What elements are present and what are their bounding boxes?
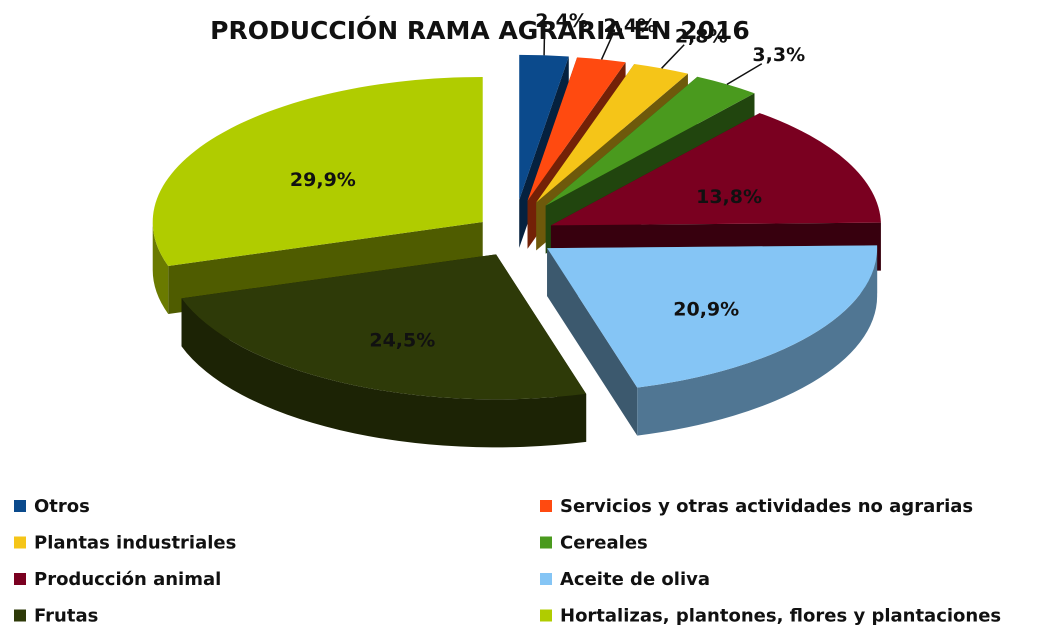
legend-label: Producción animal [34, 569, 221, 590]
legend-swatch [540, 500, 552, 512]
legend-swatch [14, 609, 26, 622]
slice-top [536, 63, 688, 203]
legend-label: Cereales [560, 533, 648, 554]
leader-line [726, 63, 763, 86]
slice-top [181, 254, 587, 400]
pie-slice [181, 254, 587, 448]
legend-swatch [540, 609, 552, 622]
legend-swatch [14, 536, 26, 549]
slice-wall [181, 298, 587, 448]
leader-line [661, 44, 685, 69]
legend-swatch [14, 573, 26, 585]
legend-label: Frutas [34, 606, 98, 626]
legend-swatch [540, 536, 552, 549]
leader-line [600, 33, 614, 60]
slice-top [527, 57, 626, 201]
data-label: 13,8% [696, 186, 762, 208]
legend-label: Hortalizas, plantones, flores y plantaci… [560, 606, 1001, 626]
legend-label: Servicios y otras actividades no agraria… [560, 496, 973, 517]
slice-top [547, 245, 878, 388]
slice-side [547, 248, 638, 436]
legend-swatch [540, 573, 552, 585]
slice-wall [637, 248, 878, 436]
data-label: 2,8% [675, 25, 728, 47]
legend-swatch [14, 500, 26, 512]
data-label: 2,4% [603, 15, 656, 37]
data-label: 24,5% [369, 330, 435, 352]
legend-label: Aceite de oliva [560, 569, 710, 590]
data-label: 2,4% [535, 10, 588, 32]
slice-top [152, 77, 483, 266]
data-label: 29,9% [290, 169, 356, 191]
legend-label: Otros [34, 496, 90, 517]
data-label: 20,9% [673, 298, 739, 320]
chart-title: PRODUCCIÓN RAMA AGRARIA EN 2016 [210, 15, 750, 45]
slice-top [519, 54, 569, 200]
legend-label: Plantas industriales [34, 533, 236, 554]
pie-slice [547, 245, 878, 436]
data-label: 3,3% [752, 44, 805, 66]
slice-top [545, 76, 755, 206]
slice-wall [152, 222, 169, 314]
slice-top [550, 113, 881, 226]
